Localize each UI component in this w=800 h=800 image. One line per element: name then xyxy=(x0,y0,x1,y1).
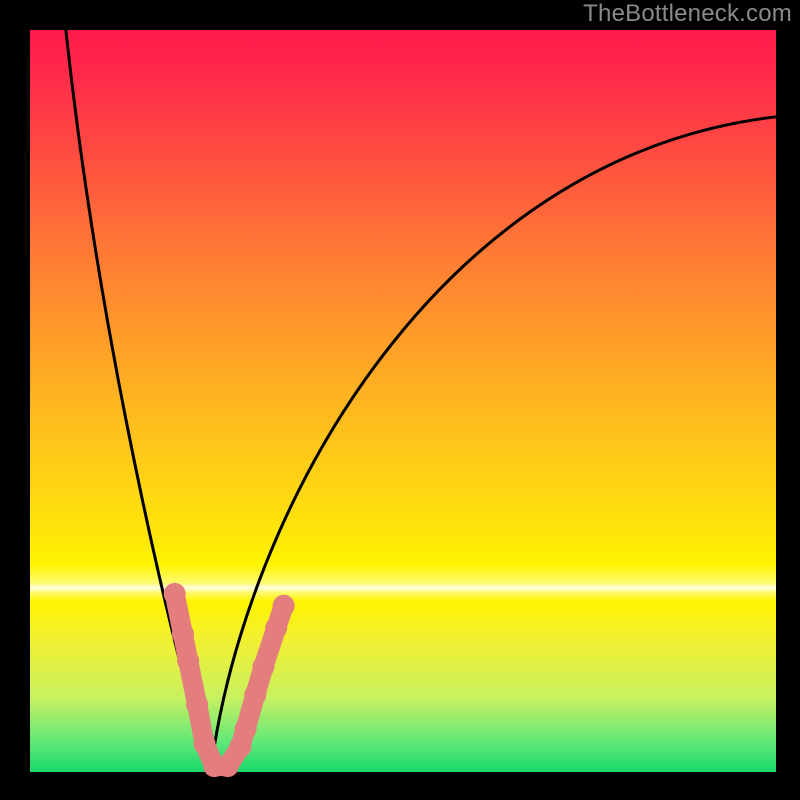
marker-dot xyxy=(172,623,194,645)
marker-dot xyxy=(265,617,287,639)
plot-area xyxy=(30,30,776,772)
marker-dot xyxy=(186,693,208,715)
marker-dot xyxy=(252,656,274,678)
marker-dot xyxy=(217,755,239,777)
bottleneck-curve-layer xyxy=(30,30,776,772)
marker-dot xyxy=(273,595,295,617)
marker-dot xyxy=(244,684,266,706)
marker-dot xyxy=(164,583,186,605)
watermark-text: TheBottleneck.com xyxy=(583,0,792,28)
marker-dot xyxy=(235,718,257,740)
v-curve-path xyxy=(66,30,776,772)
marker-dot xyxy=(194,733,216,755)
marker-dot xyxy=(177,650,199,672)
root: TheBottleneck.com xyxy=(0,0,800,800)
